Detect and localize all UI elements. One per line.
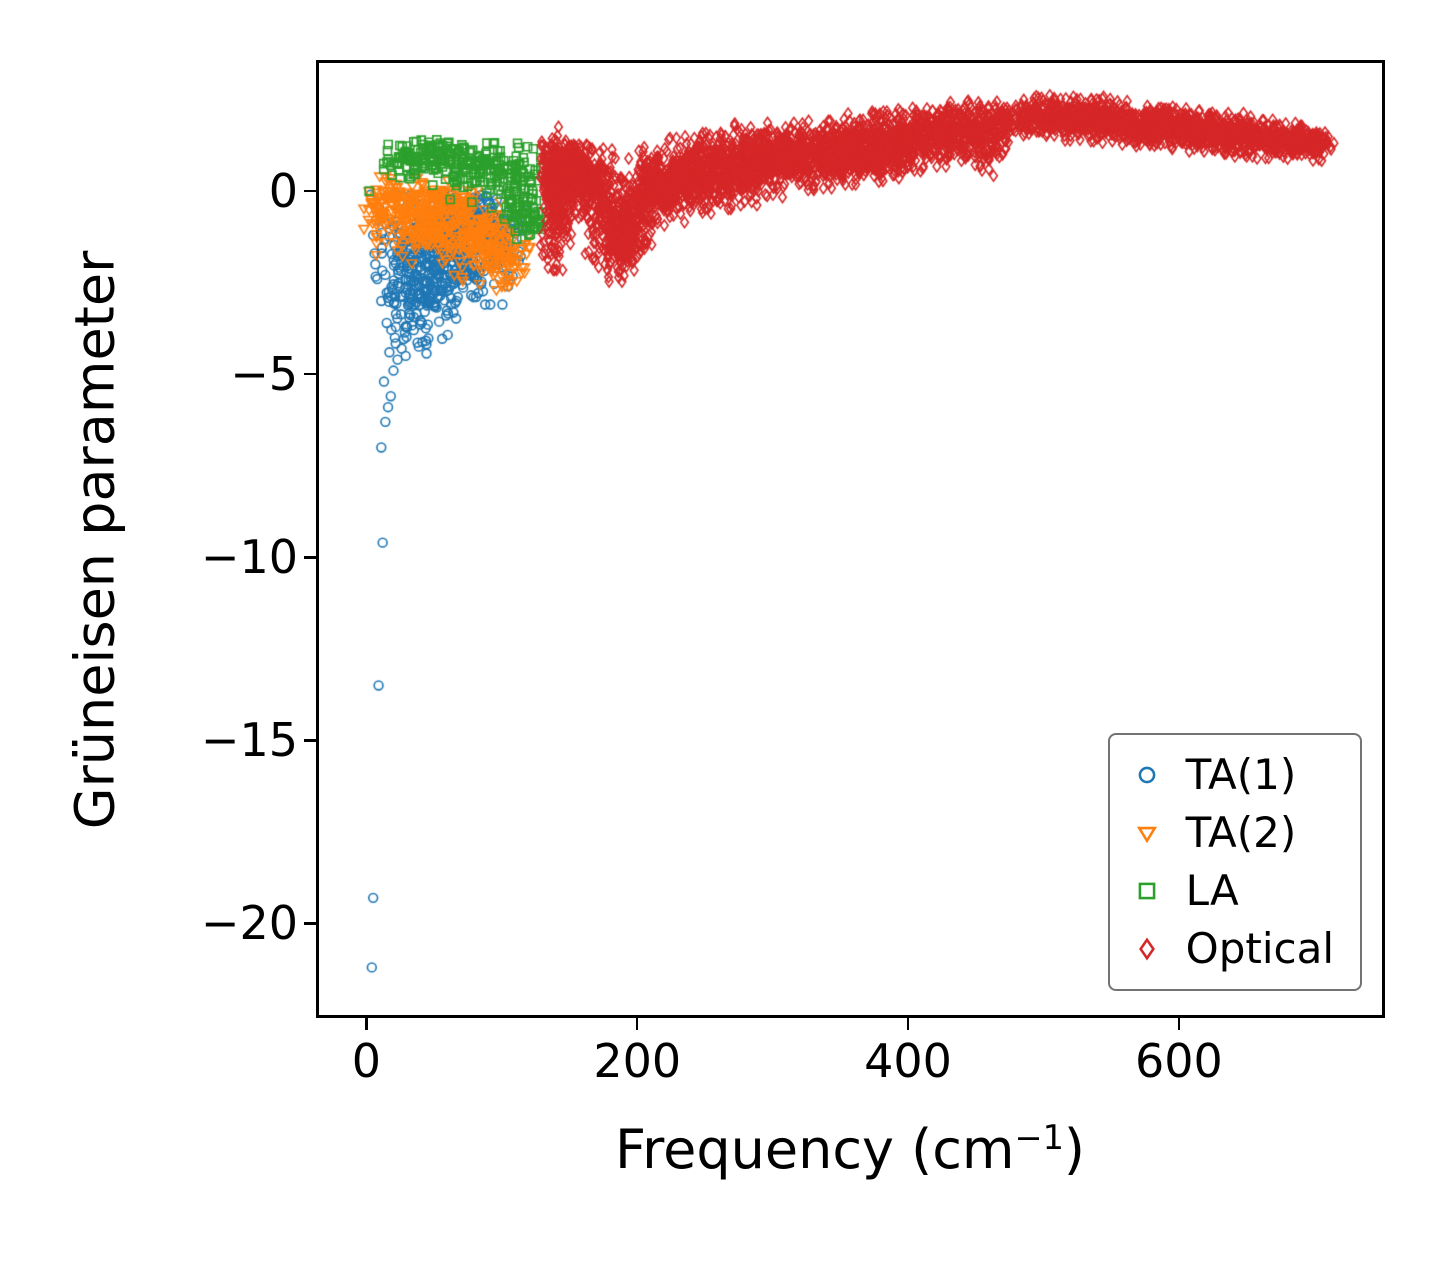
x-axis-label-suffix: ): [1063, 1118, 1085, 1181]
square-marker-icon: [1130, 874, 1164, 908]
y-tick-mark: [304, 189, 316, 193]
legend: TA(1) TA(2) LA Optical: [1107, 733, 1362, 991]
legend-label: Optical: [1185, 924, 1334, 973]
x-axis-label-text: Frequency (cm: [615, 1118, 1015, 1181]
legend-item-ta-1-: TA(1): [1130, 751, 1334, 799]
triangle-down-marker-icon: [1130, 816, 1164, 850]
legend-label: LA: [1185, 866, 1239, 915]
x-axis-label: Frequency (cm−1): [615, 1118, 1085, 1181]
y-tick-label: −20: [200, 896, 298, 951]
y-tick-label: −15: [200, 713, 298, 768]
circle-marker-icon: [1130, 758, 1164, 792]
x-tick-label: 400: [864, 1034, 952, 1088]
y-tick-label: 0: [268, 164, 298, 219]
x-tick-label: 600: [1134, 1034, 1223, 1088]
y-tick-mark: [304, 739, 316, 742]
x-tick-mark: [1177, 1018, 1181, 1030]
x-tick-label: 200: [593, 1034, 682, 1088]
x-axis-label-superscript: −1: [1014, 1118, 1064, 1157]
plot-area: TA(1) TA(2) LA Optical: [316, 60, 1385, 1018]
legend-item-ta-2-: TA(2): [1130, 809, 1334, 857]
legend-label: TA(1): [1185, 750, 1297, 799]
legend-label: TA(2): [1185, 808, 1297, 857]
y-tick-label: −10: [200, 530, 298, 585]
x-tick-mark: [365, 1018, 368, 1030]
x-tick-label: 0: [351, 1034, 382, 1088]
legend-item-optical: Optical: [1130, 925, 1334, 973]
diamond-marker-icon: [1130, 932, 1164, 966]
y-tick-mark: [304, 922, 316, 925]
x-tick-mark: [635, 1018, 639, 1030]
legend-item-la: LA: [1130, 867, 1334, 915]
y-tick-label: −5: [230, 347, 298, 402]
y-tick-mark: [304, 372, 316, 376]
x-tick-mark: [906, 1018, 910, 1030]
y-axis-label: Grüneisen parameter: [63, 250, 127, 830]
y-tick-mark: [304, 556, 316, 559]
